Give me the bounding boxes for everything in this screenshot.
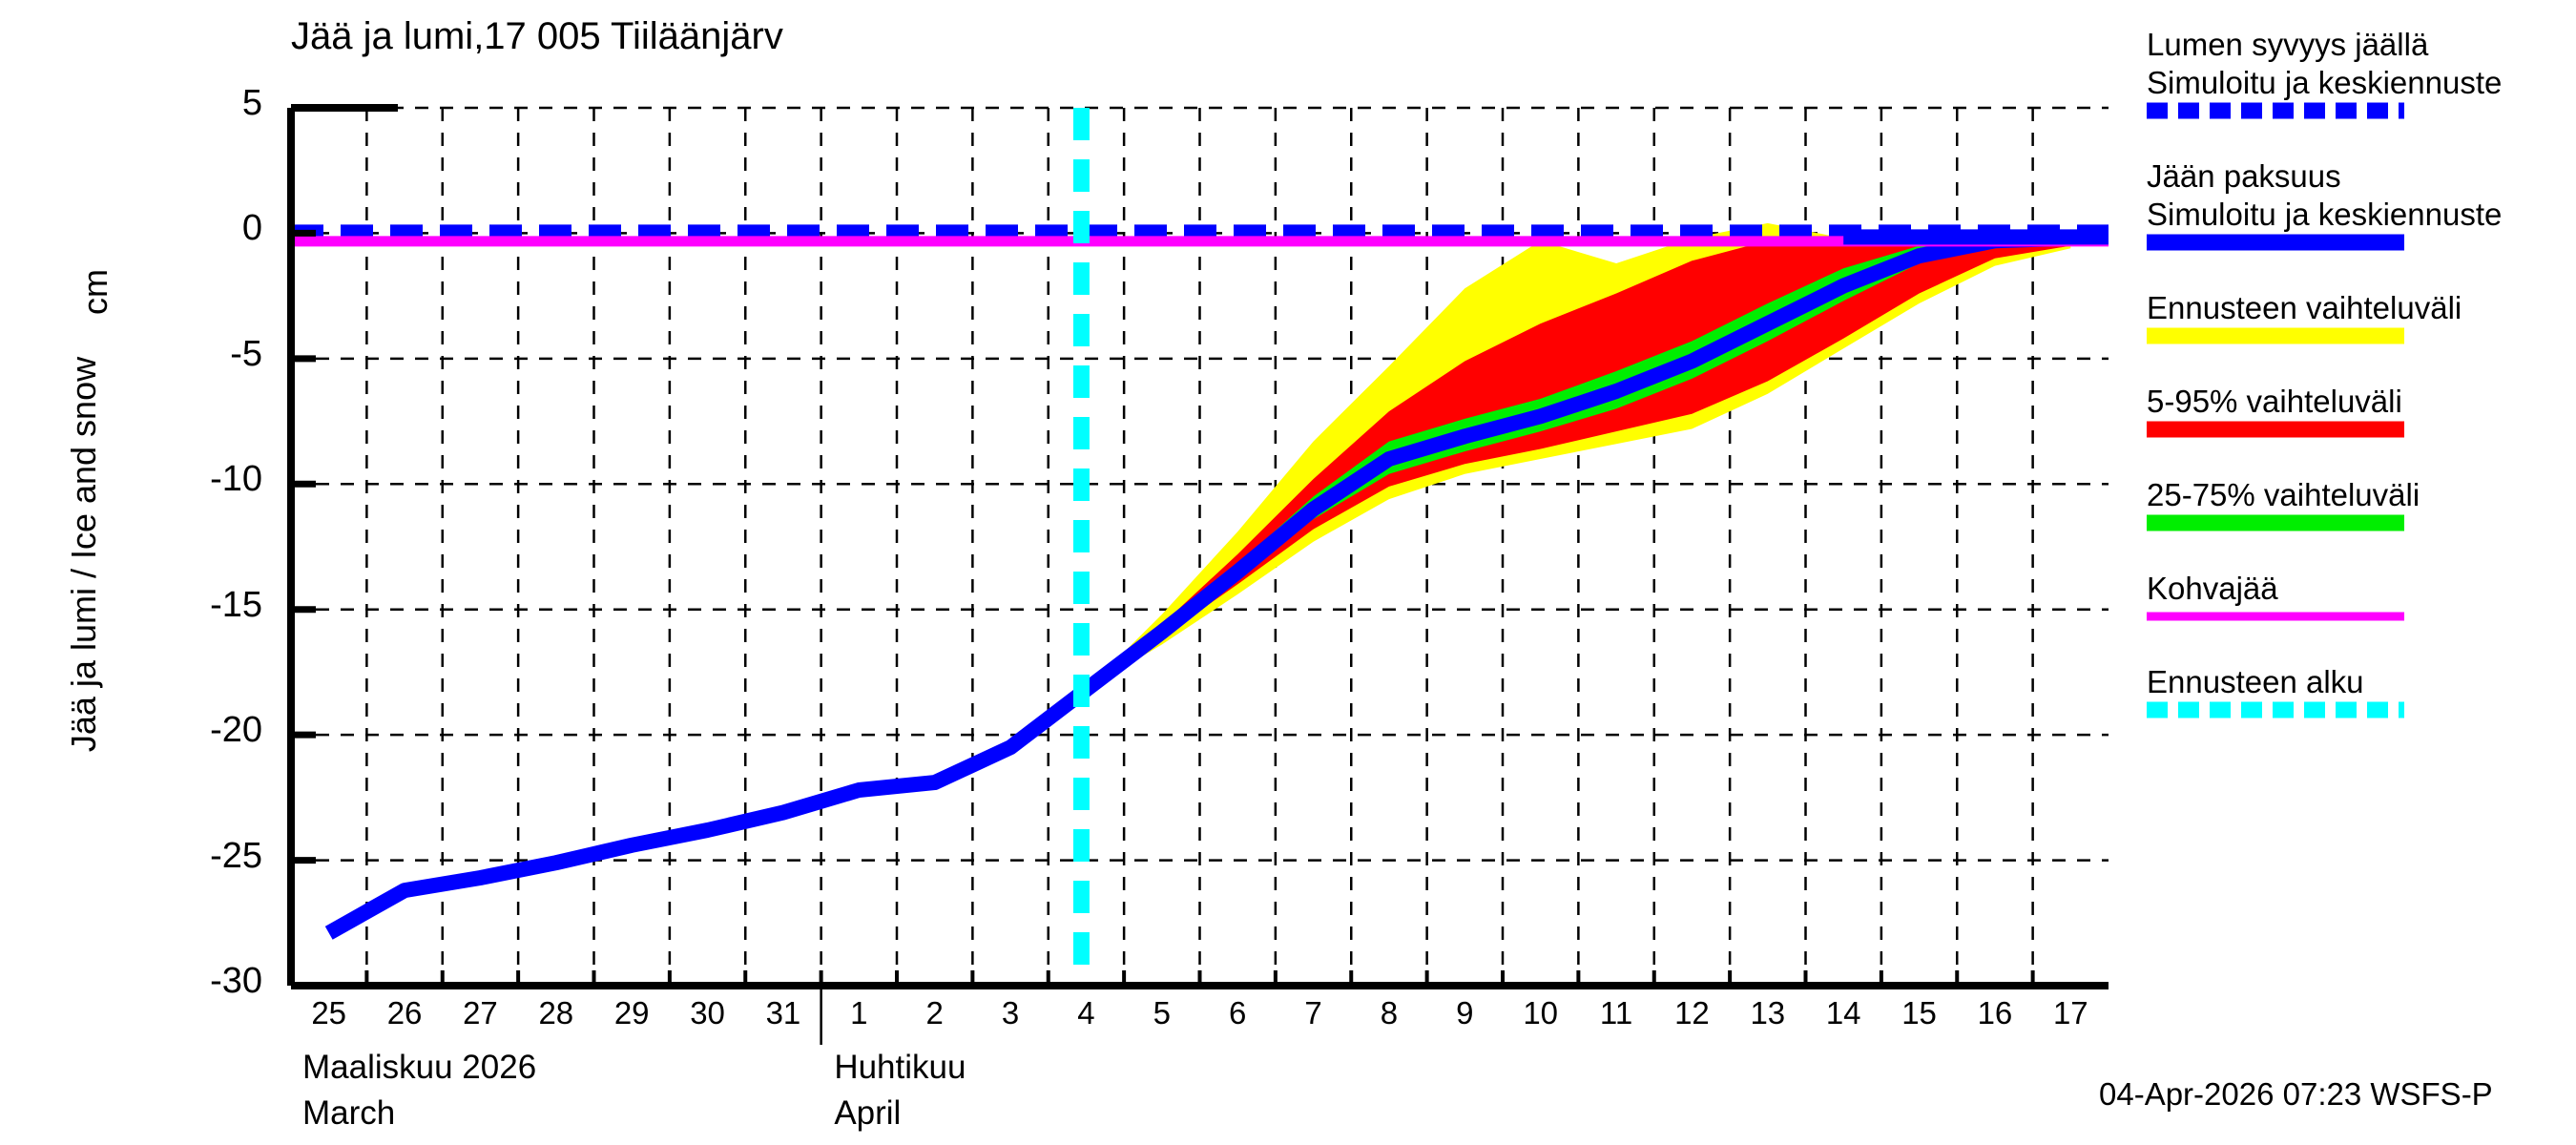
x-tick-label: 1 [850, 995, 868, 1030]
x-tick-label: 9 [1456, 995, 1474, 1030]
y-tick-label: -5 [230, 333, 262, 374]
month-label-en: March [302, 1094, 396, 1132]
y-tick-label: -30 [210, 961, 262, 1001]
x-tick-label: 31 [765, 995, 801, 1030]
footer-timestamp: 04-Apr-2026 07:23 WSFS-P [2099, 1076, 2493, 1112]
legend-marks [2147, 102, 2404, 718]
x-tick-label: 6 [1229, 995, 1247, 1030]
x-tick-label: 14 [1825, 995, 1861, 1030]
x-tick-label: 11 [1599, 995, 1633, 1030]
y-tick-label: -10 [210, 459, 262, 500]
gridlines [291, 106, 2109, 1045]
legend-label-snow-depth-on-ice: Lumen syvyys jäällä [2147, 27, 2429, 62]
x-tick-label: 26 [386, 995, 423, 1030]
month-label: Huhtikuu April [834, 1045, 966, 1136]
legend-label-range-25-75: 25-75% vaihteluväli [2147, 477, 2420, 512]
x-tick-label: 16 [1977, 995, 2013, 1030]
legend-label-forecast-range: Ennusteen vaihteluväli [2147, 290, 2462, 325]
legend-sublabel-ice-thickness: Simuloitu ja keskiennuste [2147, 197, 2503, 232]
x-tick-label: 13 [1750, 995, 1786, 1030]
x-tick-label: 27 [463, 995, 498, 1030]
y-tick-label: 0 [241, 208, 262, 249]
x-tick-label: 5 [1153, 995, 1171, 1030]
y-tick-label: 5 [241, 83, 262, 123]
legend-sublabel-snow-depth-on-ice: Simuloitu ja keskiennuste [2147, 65, 2503, 100]
forecast-bands [1086, 222, 2071, 690]
x-tick-label: 8 [1380, 995, 1399, 1030]
y-tick-label: -15 [210, 584, 262, 625]
x-tick-label: 10 [1523, 995, 1559, 1030]
x-tick-label: 15 [1901, 995, 1937, 1030]
legend-label-range-5-95: 5-95% vaihteluväli [2147, 384, 2402, 419]
x-tick-label: 7 [1304, 995, 1322, 1030]
x-tick-label: 29 [613, 995, 650, 1030]
legend-label-ice-thickness: Jään paksuus [2147, 158, 2341, 194]
x-tick-label: 4 [1077, 995, 1095, 1030]
month-label-en: April [834, 1094, 902, 1132]
month-label: Maaliskuu 2026 March [302, 1045, 536, 1136]
x-tick-label: 30 [690, 995, 725, 1030]
axis-ticks [291, 104, 2035, 989]
x-tick-label: 25 [311, 995, 347, 1030]
month-label-fi: Huhtikuu [834, 1049, 966, 1086]
legend-label-slush-ice: Kohvajää [2147, 571, 2278, 606]
x-tick-label: 28 [538, 995, 574, 1030]
legend-label-forecast-start: Ennusteen alku [2147, 664, 2364, 699]
y-tick-label: -20 [210, 710, 262, 751]
chart-title: Jää ja lumi,17 005 Tiiläänjärv [291, 15, 783, 57]
month-label-fi: Maaliskuu 2026 [302, 1049, 537, 1086]
data-lines [291, 108, 2109, 986]
x-tick-label: 3 [1001, 995, 1020, 1030]
x-tick-label: 12 [1674, 995, 1710, 1030]
x-tick-label: 17 [2052, 995, 2088, 1030]
y-tick-label: -25 [210, 835, 262, 876]
x-tick-label: 2 [925, 995, 944, 1030]
